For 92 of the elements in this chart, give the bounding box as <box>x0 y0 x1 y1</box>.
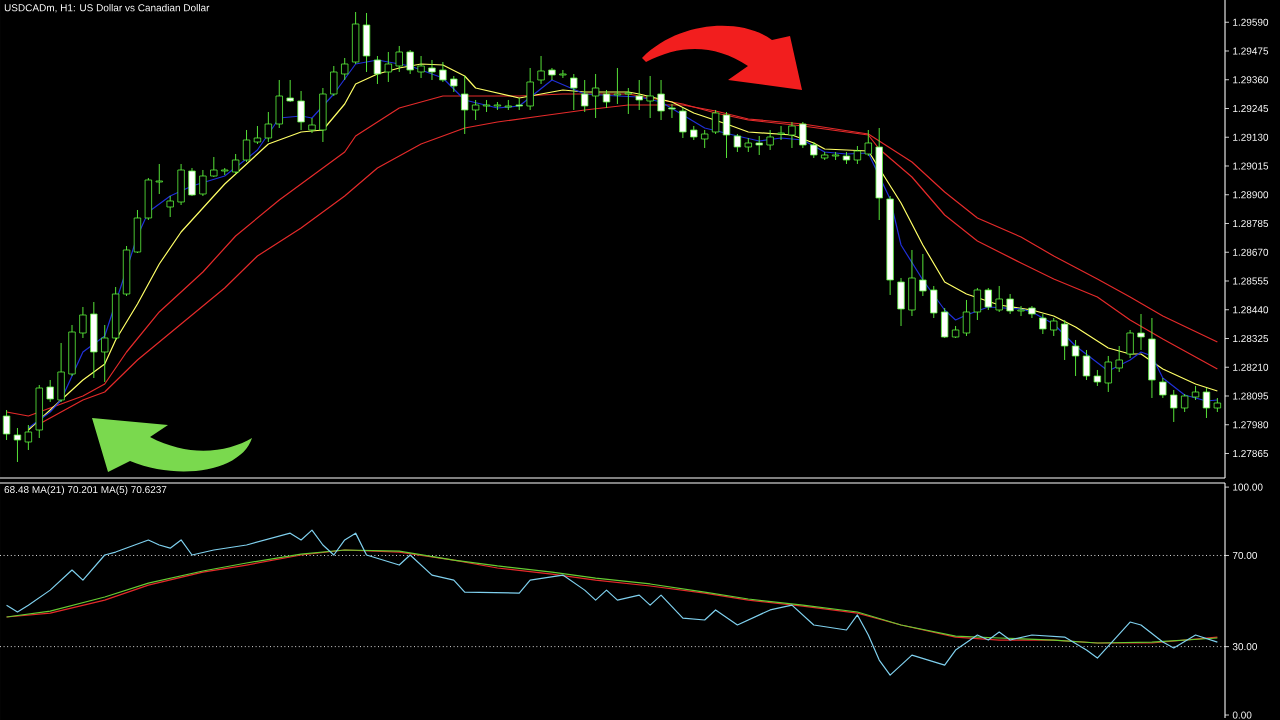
candlestick <box>1202 387 1211 419</box>
candlestick <box>930 285 938 319</box>
candlestick <box>591 73 600 119</box>
y-tick-label: 1.29590 <box>1233 18 1269 26</box>
candlestick <box>559 69 567 79</box>
candlestick <box>1115 345 1123 373</box>
y-tick-label: 1.28210 <box>1233 363 1269 371</box>
candlestick <box>657 79 665 121</box>
candlestick <box>231 153 240 175</box>
y-tick-label: 1.28095 <box>1233 392 1269 400</box>
candlestick <box>973 287 982 321</box>
candlestick <box>461 75 469 135</box>
y-tick-label: 1.27980 <box>1233 421 1269 429</box>
candlestick <box>1170 389 1178 423</box>
y-tick-label: 30.00 <box>1232 643 1258 651</box>
candlestick <box>919 253 927 297</box>
chart-title: USDCADm, H1: US Dollar vs Canadian Dollar <box>4 4 210 13</box>
y-tick-label: 1.28325 <box>1233 334 1269 343</box>
candlestick <box>330 65 338 97</box>
y-tick-label: 1.28555 <box>1233 277 1269 285</box>
candlestick <box>242 129 251 163</box>
candlestick <box>101 324 109 383</box>
candlestick <box>79 306 87 339</box>
candlestick <box>406 49 414 75</box>
y-tick-label: 1.28440 <box>1233 306 1269 314</box>
candlestick <box>1017 305 1025 317</box>
candlestick <box>341 57 349 81</box>
candlestick <box>570 73 578 111</box>
candlestick <box>46 379 54 403</box>
line-series <box>5 529 1218 676</box>
candlestick <box>1082 349 1091 381</box>
candlestick <box>864 129 872 157</box>
candlestick <box>766 129 774 151</box>
candlestick <box>548 67 556 81</box>
candlestick <box>679 107 687 139</box>
candlestick <box>613 67 622 105</box>
candlestick <box>13 427 22 463</box>
candlestick <box>799 121 807 149</box>
y-tick-label: 1.29245 <box>1233 104 1269 113</box>
candlestick <box>24 424 33 451</box>
candlestick <box>711 109 720 135</box>
candlestick <box>1039 313 1047 335</box>
candlestick <box>417 55 425 79</box>
candlestick <box>788 121 796 149</box>
candlestick <box>1104 355 1112 393</box>
candlestick <box>581 79 589 113</box>
candlestick <box>1006 293 1014 315</box>
candlestick <box>166 195 174 218</box>
candlestick <box>188 167 196 197</box>
candlestick <box>962 299 971 337</box>
candlestick <box>471 99 480 121</box>
y-tick-label: 0.00 <box>1232 711 1252 719</box>
candlestick <box>2 409 11 441</box>
y-tick-label: 100.00 <box>1233 483 1263 491</box>
y-tick-label: 1.29130 <box>1233 133 1269 141</box>
candlestick <box>1060 319 1069 361</box>
y-tick-label: 1.28785 <box>1233 219 1269 228</box>
y-tick-label: 1.27865 <box>1233 449 1269 458</box>
candlestick <box>428 59 436 81</box>
y-tick-label: 1.29360 <box>1233 76 1269 84</box>
candlestick <box>286 79 294 103</box>
candlestick <box>995 285 1003 313</box>
candlestick <box>537 55 545 85</box>
candlestick <box>777 125 785 141</box>
candlestick <box>733 133 742 153</box>
candlestick <box>635 79 643 111</box>
candlestick <box>199 169 207 197</box>
candlestick <box>1126 329 1134 359</box>
candlestick <box>1071 339 1080 377</box>
candlestick <box>668 103 676 119</box>
y-tick-label: 1.29015 <box>1233 162 1269 170</box>
candlestick <box>384 51 393 83</box>
candlestick <box>526 67 534 111</box>
y-tick-label: 70.00 <box>1232 551 1258 560</box>
candlestick <box>155 163 163 195</box>
candlestick <box>624 87 632 115</box>
candlestick <box>1137 313 1145 351</box>
candlestick <box>373 55 382 85</box>
candlestick <box>395 45 403 73</box>
candlestick <box>308 117 316 134</box>
candlestick <box>439 61 447 83</box>
candlestick <box>264 111 273 143</box>
y-tick-label: 1.29475 <box>1233 47 1269 55</box>
y-tick-label: 1.28670 <box>1233 248 1269 256</box>
annotation: 68.48 MA(21) 70.201 MA(5) 70.6237 <box>4 485 167 496</box>
candlestick <box>722 111 731 159</box>
candlestick <box>755 135 763 156</box>
candlestick <box>1159 377 1167 399</box>
y-tick-label: 1.28900 <box>1233 191 1269 199</box>
candlestick <box>984 287 992 311</box>
candlestick <box>297 90 305 131</box>
candlestick <box>646 75 654 119</box>
